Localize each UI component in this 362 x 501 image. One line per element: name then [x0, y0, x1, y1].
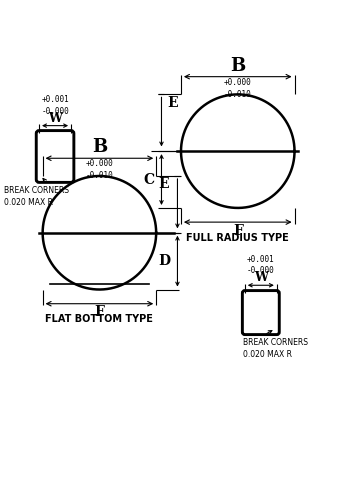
Text: B: B [92, 138, 107, 156]
Text: BREAK CORNERS
0.020 MAX R: BREAK CORNERS 0.020 MAX R [4, 186, 69, 207]
Text: W: W [254, 271, 268, 284]
Text: +0.000
-0.010: +0.000 -0.010 [224, 78, 252, 99]
Text: FULL RADIUS TYPE: FULL RADIUS TYPE [186, 233, 289, 243]
Text: F: F [94, 306, 104, 320]
Text: W: W [48, 112, 62, 125]
Text: +0.000
-0.010: +0.000 -0.010 [85, 159, 113, 180]
Text: +0.001
-0.000: +0.001 -0.000 [247, 255, 275, 276]
Text: F: F [233, 224, 243, 238]
Text: E: E [158, 177, 169, 191]
Text: E: E [167, 96, 177, 110]
Text: +0.001
-0.000: +0.001 -0.000 [41, 95, 69, 116]
Text: D: D [158, 254, 171, 268]
Text: B: B [230, 57, 245, 75]
Text: FLAT BOTTOM TYPE: FLAT BOTTOM TYPE [46, 314, 153, 324]
FancyBboxPatch shape [36, 131, 74, 182]
Text: BREAK CORNERS
0.020 MAX R: BREAK CORNERS 0.020 MAX R [243, 339, 308, 359]
Text: C: C [143, 172, 154, 186]
FancyBboxPatch shape [243, 291, 279, 335]
